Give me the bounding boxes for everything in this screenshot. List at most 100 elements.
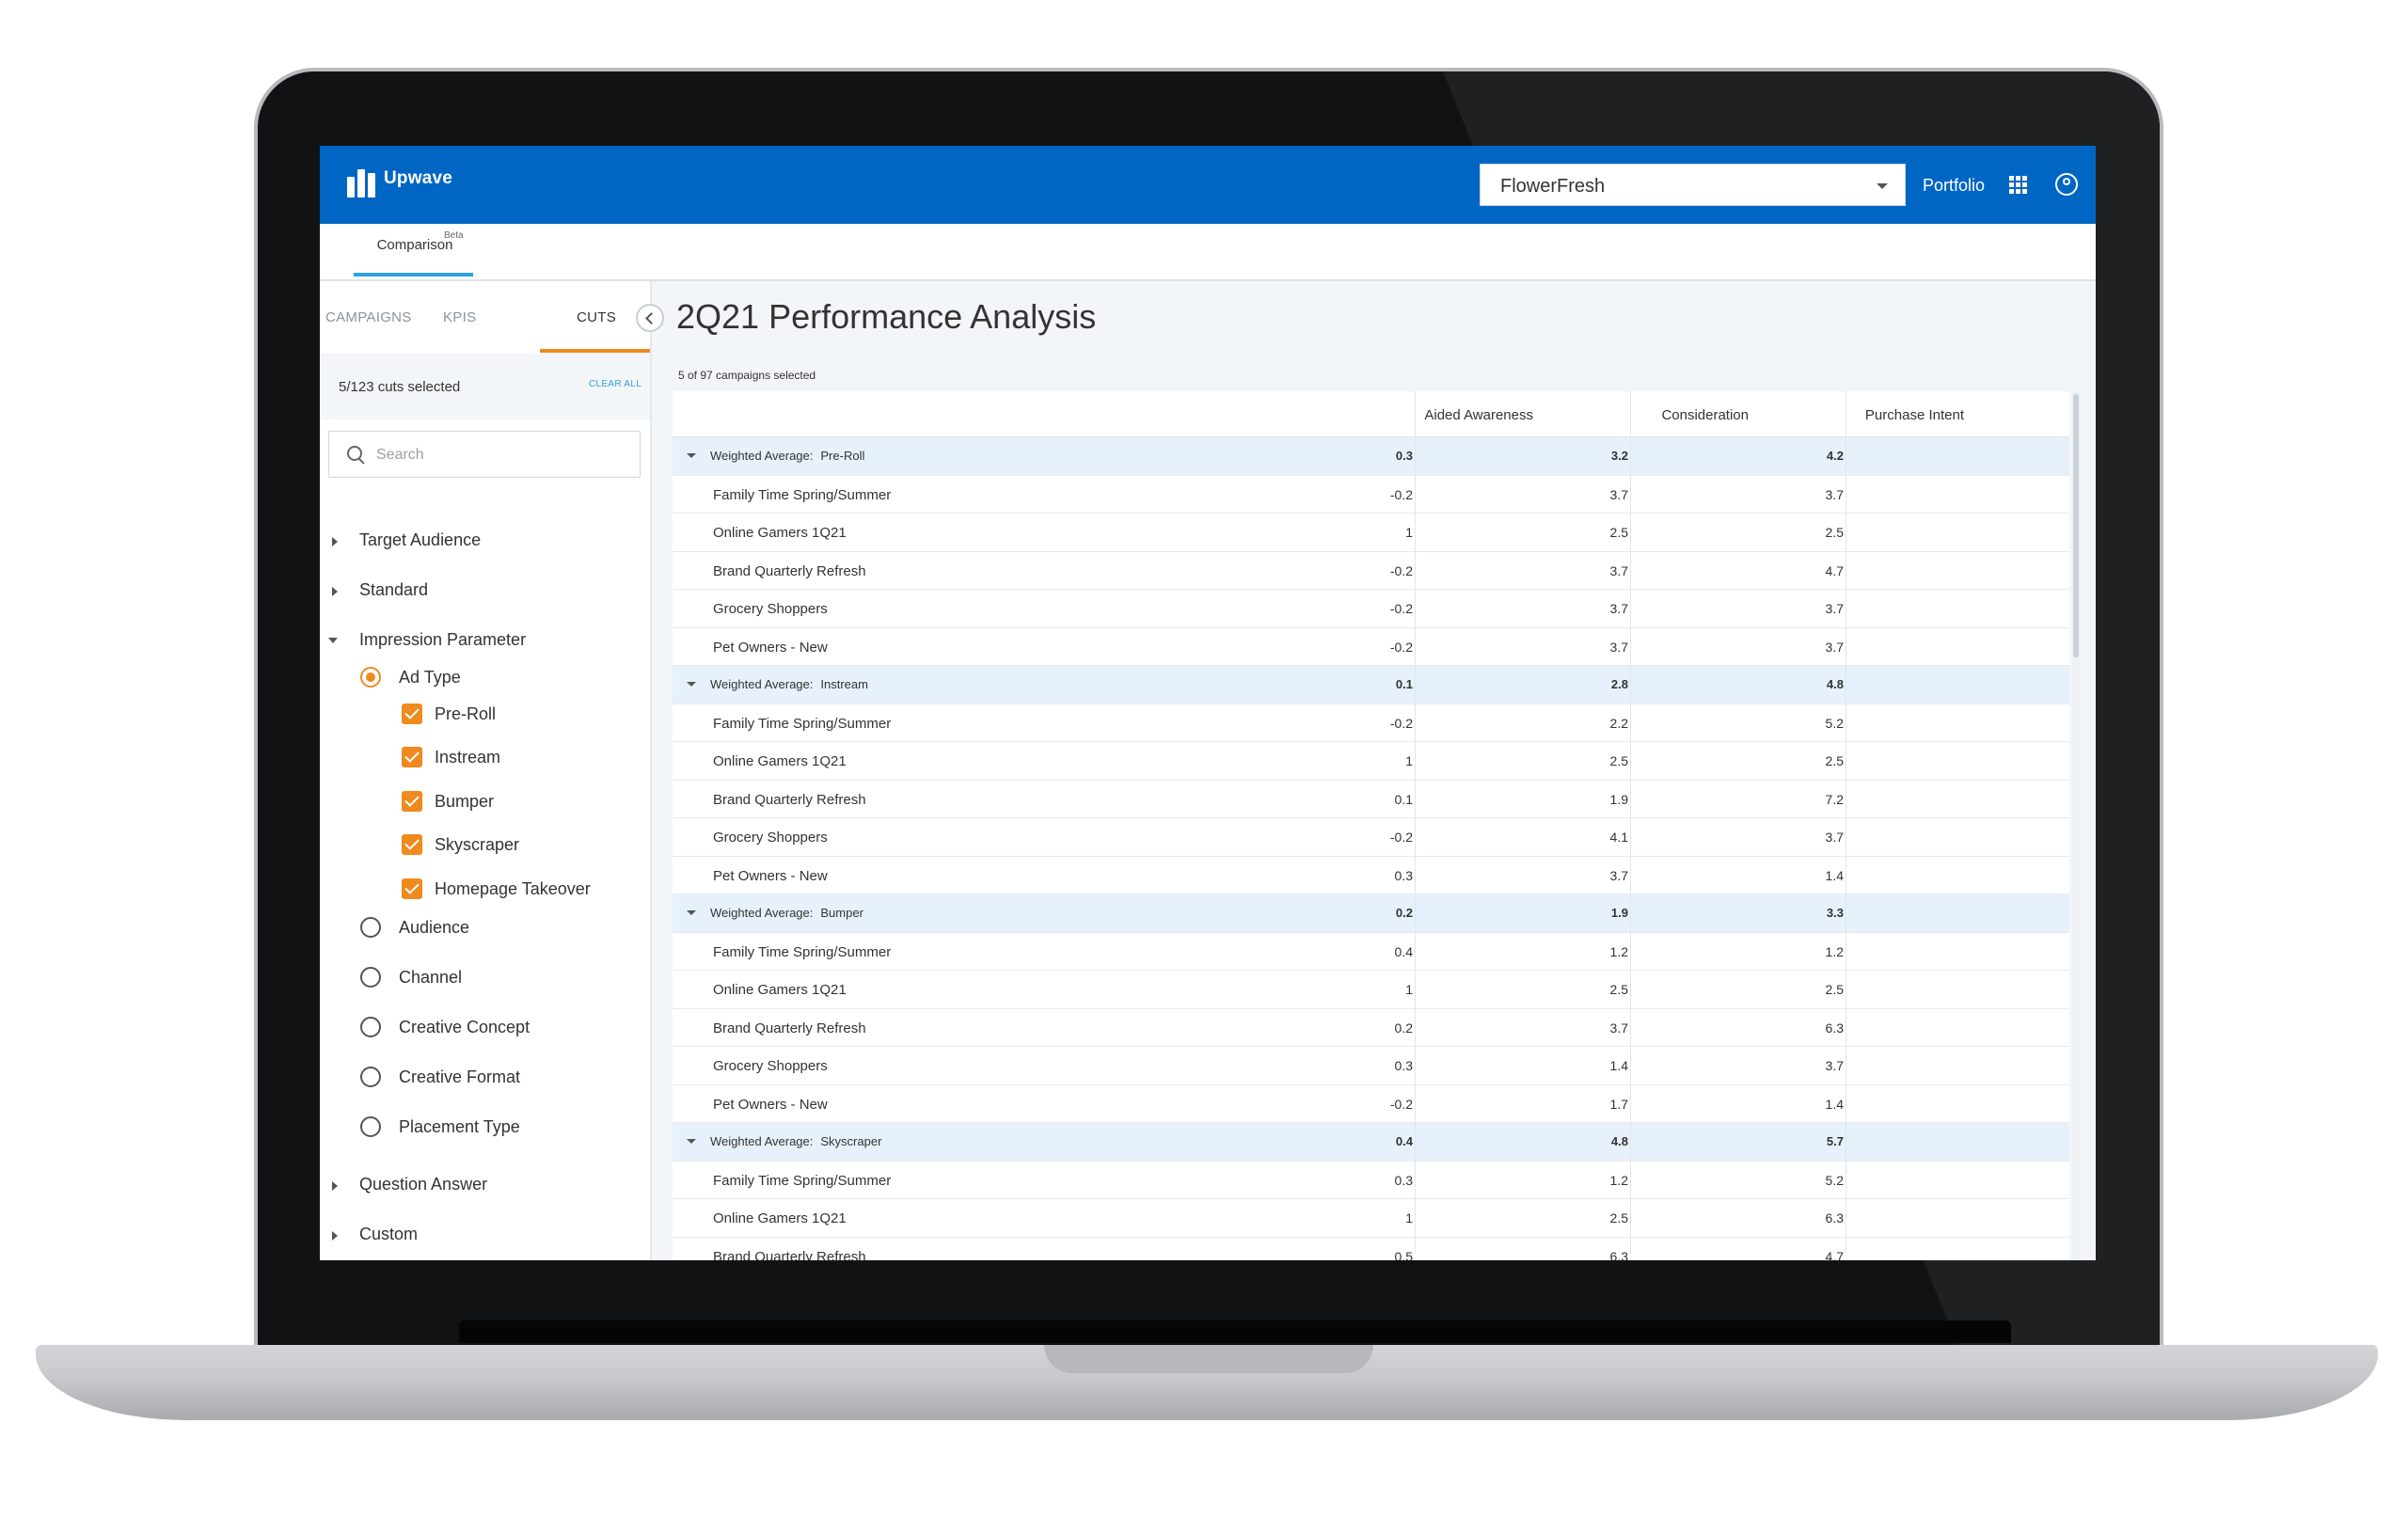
- purchase-intent-cell: 2.5: [1825, 982, 1844, 997]
- radio-ad-type[interactable]: [360, 667, 381, 688]
- search-icon: [347, 446, 362, 461]
- sidebar-tabs: CAMPAIGNS KPIS CUTS: [320, 281, 650, 354]
- portfolio-link[interactable]: Portfolio: [1923, 176, 1986, 195]
- laptop-hinge: [459, 1320, 2011, 1343]
- triangle-down-icon[interactable]: [328, 638, 338, 643]
- sidebar-tab-campaigns[interactable]: CAMPAIGNS: [325, 309, 412, 325]
- consideration-cell: 1.7: [1609, 1096, 1628, 1112]
- upwave-logo-icon[interactable]: [347, 169, 377, 198]
- purchase-intent-cell: 3.7: [1825, 639, 1844, 655]
- purchase-intent-cell: 3.7: [1825, 1058, 1844, 1073]
- radio-label-ad-type: Ad Type: [399, 668, 461, 687]
- consideration-cell: 1.4: [1609, 1058, 1628, 1073]
- radio-audience[interactable]: [360, 917, 381, 938]
- table-scrollbar-track[interactable]: [2072, 391, 2080, 1260]
- tree-item-question-answer[interactable]: Question Answer: [359, 1175, 488, 1194]
- brand-select[interactable]: FlowerFresh: [1480, 164, 1906, 206]
- group-name-cell: Weighted Average: Pre-Roll: [710, 449, 864, 463]
- radio-label-creative-format: Creative Format: [399, 1067, 521, 1086]
- app-logo-text[interactable]: Upwave: [384, 168, 453, 188]
- aided-awareness-cell: 0.3: [1394, 1058, 1413, 1073]
- table-row: Grocery Shoppers 0.3 1.4 3.7: [673, 1047, 2069, 1085]
- table-body: Weighted Average: Pre-Roll 0.3 3.2 4.2 Family…: [673, 437, 2069, 1260]
- triangle-right-icon[interactable]: [332, 587, 338, 596]
- tree-item-target-audience[interactable]: Target Audience: [359, 530, 482, 549]
- consideration-cell: 1.2: [1609, 943, 1628, 959]
- group-name: Pre-Roll: [820, 449, 865, 463]
- aided-awareness-cell: 0.4: [1395, 1134, 1413, 1148]
- caret-down-icon[interactable]: [687, 910, 696, 915]
- checkbox-skyscraper[interactable]: [402, 834, 422, 855]
- table-row: Family Time Spring/Summer 0.4 1.2 1.2: [673, 932, 2069, 971]
- checkbox-label-instream: Instream: [435, 748, 501, 767]
- table-row: Online Gamers 1Q21 1 2.5 2.5: [673, 971, 2069, 1009]
- aided-awareness-cell: 0.2: [1395, 906, 1413, 920]
- tab-comparison[interactable]: Comparison: [354, 237, 476, 253]
- aided-awareness-cell: -0.2: [1389, 715, 1413, 731]
- aided-awareness-cell: 1: [1405, 982, 1413, 997]
- purchase-intent-cell: 5.7: [1826, 1134, 1844, 1148]
- search-input[interactable]: Search: [328, 431, 641, 478]
- aided-awareness-cell: 0.3: [1394, 1172, 1413, 1188]
- radio-placement-type[interactable]: [360, 1116, 381, 1137]
- radio-creative-format[interactable]: [360, 1067, 381, 1087]
- beta-badge: Beta: [444, 230, 464, 241]
- purchase-intent-cell: 4.7: [1825, 1248, 1844, 1261]
- campaign-name-cell: Pet Owners - New: [713, 1096, 828, 1113]
- user-circle-icon[interactable]: [2055, 173, 2078, 196]
- column-header-purchase-intent[interactable]: Purchase Intent: [1864, 407, 1964, 423]
- column-header-consideration[interactable]: Consideration: [1661, 407, 1749, 423]
- checkbox-bumper[interactable]: [402, 791, 422, 812]
- laptop-base-notch: [1044, 1345, 1373, 1373]
- column-divider: [1630, 391, 1631, 1254]
- group-row[interactable]: Weighted Average: Pre-Roll 0.3 3.2 4.2: [673, 437, 2069, 476]
- table-row: Brand Quarterly Refresh 0.5 6.3 4.7: [673, 1237, 2069, 1261]
- group-prefix: Weighted Average:: [710, 1134, 814, 1148]
- group-row[interactable]: Weighted Average: Bumper 0.2 1.9 3.3: [673, 894, 2069, 933]
- tree-item-custom[interactable]: Custom: [359, 1225, 419, 1243]
- purchase-intent-cell: 5.2: [1825, 715, 1844, 731]
- triangle-right-icon[interactable]: [332, 1181, 338, 1191]
- radio-creative-concept[interactable]: [360, 1017, 381, 1037]
- column-header-aided-awareness[interactable]: Aided Awareness: [1424, 407, 1533, 423]
- campaign-name-cell: Online Gamers 1Q21: [713, 753, 847, 769]
- group-row[interactable]: Weighted Average: Instream 0.1 2.8 4.8: [673, 666, 2069, 704]
- checkbox-instream[interactable]: [402, 747, 422, 767]
- radio-channel[interactable]: [360, 967, 381, 988]
- aided-awareness-cell: -0.2: [1389, 639, 1413, 655]
- brand-select-value: FlowerFresh: [1500, 176, 1606, 197]
- campaign-name-cell: Brand Quarterly Refresh: [713, 1020, 866, 1036]
- aided-awareness-cell: -0.2: [1389, 830, 1413, 845]
- radio-label-placement-type: Placement Type: [399, 1117, 520, 1136]
- collapse-sidebar-chevron-left-icon[interactable]: [636, 304, 664, 332]
- tree-item-standard[interactable]: Standard: [359, 580, 429, 599]
- aided-awareness-cell: 0.3: [1394, 867, 1413, 883]
- campaign-name-cell: Brand Quarterly Refresh: [713, 791, 866, 808]
- consideration-cell: 2.2: [1609, 715, 1628, 731]
- caret-down-icon[interactable]: [687, 1139, 696, 1144]
- checkbox-pre-roll[interactable]: [402, 704, 422, 724]
- app-screen: Upwave FlowerFresh Portfolio Comparison …: [320, 146, 2096, 1260]
- triangle-right-icon[interactable]: [332, 537, 338, 546]
- sidebar-tab-kpis[interactable]: KPIS: [443, 309, 477, 325]
- caret-down-icon[interactable]: [687, 682, 696, 687]
- caret-down-icon[interactable]: [687, 453, 696, 458]
- tree-item-impression-parameter[interactable]: Impression Parameter: [359, 630, 527, 649]
- campaign-name-cell: Grocery Shoppers: [713, 601, 828, 617]
- checkbox-homepage-takeover[interactable]: [402, 878, 422, 899]
- consideration-cell: 2.8: [1610, 677, 1628, 691]
- consideration-cell: 2.5: [1609, 982, 1628, 997]
- table-scrollbar-thumb[interactable]: [2073, 394, 2079, 657]
- purchase-intent-cell: 5.2: [1825, 1172, 1844, 1188]
- purchase-intent-cell: 1.2: [1825, 943, 1844, 959]
- triangle-right-icon[interactable]: [332, 1231, 338, 1241]
- purchase-intent-cell: 4.2: [1826, 449, 1844, 463]
- consideration-cell: 1.9: [1609, 791, 1628, 807]
- group-prefix: Weighted Average:: [710, 677, 814, 691]
- clear-all-link[interactable]: CLEAR ALL: [589, 379, 642, 389]
- sidebar-tab-cuts[interactable]: CUTS: [577, 309, 617, 325]
- group-row[interactable]: Weighted Average: Skyscraper 0.4 4.8 5.7: [673, 1123, 2069, 1162]
- campaign-name-cell: Brand Quarterly Refresh: [713, 1248, 866, 1261]
- radio-label-audience: Audience: [399, 918, 470, 937]
- apps-grid-icon[interactable]: [2009, 176, 2028, 195]
